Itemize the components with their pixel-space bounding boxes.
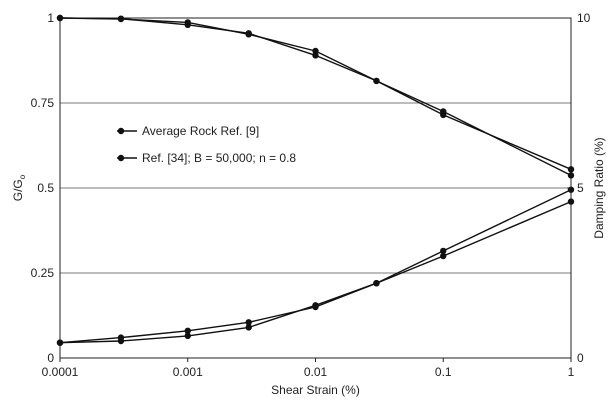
y2-axis-ticks: 0 5 10 (567, 11, 591, 365)
series-3-point-5 (373, 280, 380, 287)
series-0-point-4 (312, 47, 319, 55)
series-3-point-7 (567, 198, 575, 205)
y-axis-title-subscript: o (18, 174, 27, 179)
y2-tick-label-0: 0 (577, 351, 584, 365)
series-1-point-5 (373, 77, 380, 85)
series-line-2 (59, 189, 572, 344)
x-tick-label-3: 0.1 (435, 365, 452, 379)
series-group (56, 14, 575, 346)
series-2-point-3 (245, 324, 252, 331)
legend-label-1: Ref. [34]; B = 50,000; n = 0.8 (142, 151, 296, 165)
y-tick-label-4: 1 (47, 11, 54, 25)
y-tick-label-0: 0 (47, 351, 54, 365)
series-1-point-3 (245, 30, 252, 37)
series-0-point-7 (567, 172, 575, 179)
series-2-point-7 (567, 186, 575, 193)
series-3-point-1 (117, 334, 125, 341)
legend-marker-1 (117, 154, 125, 162)
series-2-point-6 (440, 247, 447, 255)
y-axis-title: G/Go (11, 174, 27, 201)
series-1-point-6 (440, 111, 447, 119)
series-line-3 (59, 200, 572, 344)
x-tick-label-2: 0.01 (304, 365, 328, 379)
series-line-1 (59, 17, 572, 170)
series-1-point-1 (117, 15, 125, 22)
x-tick-label-0: 0.0001 (42, 365, 79, 379)
series-3-point-0 (56, 339, 64, 346)
y2-tick-label-1: 5 (577, 181, 584, 195)
series-line-0 (59, 17, 572, 177)
y2-tick-label-2: 10 (577, 11, 591, 25)
legend: Average Rock Ref. [9] Ref. [34]; B = 50,0… (117, 124, 296, 165)
y-tick-label-1: 0.25 (31, 266, 55, 280)
legend-label-0: Average Rock Ref. [9] (142, 124, 259, 138)
series-3-point-3 (245, 319, 252, 326)
series-3-point-4 (312, 303, 319, 311)
y2-axis-title: Damping Ratio (%) (592, 137, 606, 238)
x-tick-label-1: 0.001 (173, 365, 203, 379)
grid (60, 102, 571, 274)
x-axis-ticks: 0.0001 0.001 0.01 0.1 1 (42, 358, 575, 379)
y-tick-label-2: 0.5 (37, 181, 54, 195)
series-3-point-2 (184, 327, 191, 334)
series-3-point-6 (440, 252, 447, 260)
series-1-point-7 (567, 166, 575, 173)
y-axis-title-main: G/G (11, 179, 25, 201)
series-1-point-2 (184, 21, 191, 28)
series-2-point-2 (184, 332, 191, 340)
y-tick-label-3: 0.75 (31, 96, 55, 110)
y-axis-ticks: 0 0.25 0.5 0.75 1 (31, 11, 55, 365)
series-1-point-0 (56, 14, 64, 22)
x-tick-label-4: 1 (568, 365, 575, 379)
series-1-point-4 (312, 52, 319, 59)
legend-marker-0 (117, 127, 125, 135)
x-axis-title: Shear Strain (%) (271, 383, 360, 397)
